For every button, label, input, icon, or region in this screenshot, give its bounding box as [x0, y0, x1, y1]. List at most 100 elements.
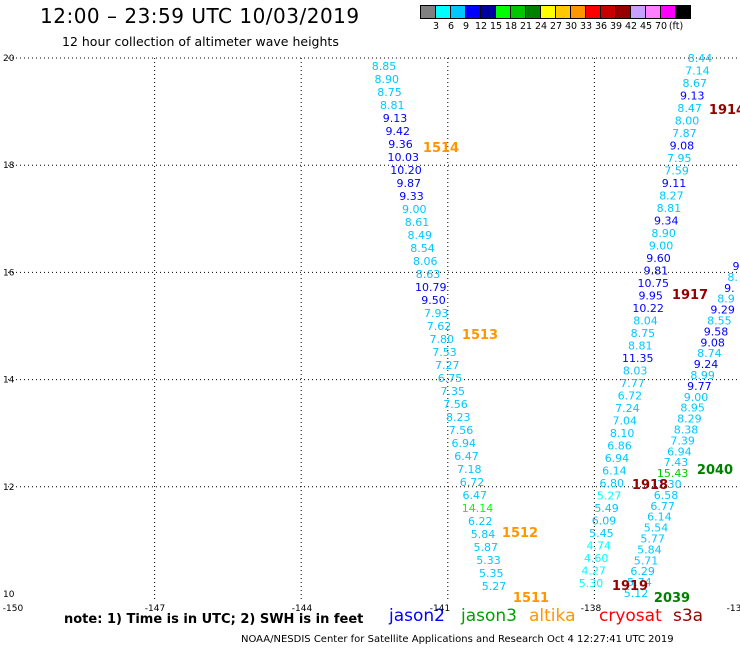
wave-height-value: 6.86 — [607, 440, 632, 453]
colorbar-label: 42 — [624, 21, 638, 32]
wave-height-value: 8.47 — [677, 102, 702, 115]
wave-height-value: 6.72 — [618, 390, 643, 403]
wave-height-value: 6.22 — [468, 515, 493, 528]
wave-height-value: 10.03 — [388, 151, 420, 164]
legend-cryosat: cryosat — [599, 606, 662, 626]
colorbar-label: 45 — [639, 21, 653, 32]
wave-height-value: 6.29 — [630, 565, 655, 578]
wave-height-value: 9.60 — [646, 252, 671, 265]
pass-label: 1512 — [502, 526, 538, 541]
wave-height-value: 7.27 — [435, 359, 460, 372]
wave-height-value: 4.74 — [587, 540, 612, 553]
wave-height-value: 8.9 — [717, 293, 735, 306]
wave-height-value: 7.56 — [449, 424, 474, 437]
wave-height-value: 8.81 — [380, 99, 405, 112]
wave-height-value: 9.13 — [383, 112, 408, 125]
legend-s3a: s3a — [673, 606, 704, 626]
colorbar-swatch — [675, 5, 691, 19]
wave-height-value: 9.11 — [662, 177, 687, 190]
wave-height-value: 8.90 — [375, 73, 400, 86]
wave-height-value: 7.93 — [424, 307, 449, 320]
wave-height-value: 9.77 — [687, 380, 712, 393]
footer-credit: NOAA/NESDIS Center for Satellite Applica… — [241, 634, 674, 645]
pass-label: 1513 — [462, 328, 498, 343]
pass-label: 1914 — [709, 103, 740, 118]
x-tick-label: -150 — [3, 604, 24, 614]
wave-height-value: 8.00 — [675, 115, 700, 128]
wave-height-value: 7.14 — [685, 65, 710, 78]
wave-height-value: 8.61 — [405, 216, 430, 229]
wave-height-value: 10.20 — [390, 164, 422, 177]
wave-height-value: 10.22 — [632, 302, 664, 315]
wave-height-value: 5.12 — [624, 587, 649, 600]
wave-height-value: 6.94 — [605, 452, 630, 465]
wave-height-value: 7.77 — [620, 377, 645, 390]
wave-height-value: 8.10 — [610, 427, 635, 440]
wave-height-value: 8.67 — [683, 77, 708, 90]
pass-label: 1511 — [513, 591, 549, 606]
wave-height-value: 6.94 — [667, 445, 692, 458]
wave-height-value: 9.50 — [421, 294, 446, 307]
wave-height-value: 10.75 — [638, 277, 670, 290]
wave-height-value: 4.60 — [584, 552, 609, 565]
wave-height-value: 9.08 — [700, 336, 725, 349]
wave-height-value: 9.29 — [710, 304, 735, 317]
pass-labels: 1514 1513 1512 1511 1914 1917 1918 1919 2040 2039 — [423, 103, 740, 606]
colorbar-label: 33 — [579, 21, 593, 32]
wave-height-value: 8.55 — [707, 315, 732, 328]
wave-height-value: 5.45 — [589, 527, 614, 540]
wave-height-value: 5.74 — [627, 576, 652, 589]
wave-height-value: 9.58 — [704, 325, 729, 338]
wave-height-value: 6.58 — [654, 489, 679, 502]
wave-height-value: 7.18 — [457, 463, 482, 476]
wave-height-value: 9.00 — [402, 203, 427, 216]
wave-height-value: 6.80 — [600, 477, 625, 490]
pass-label: 1918 — [632, 478, 668, 493]
colorbar-label: 39 — [609, 21, 623, 32]
wave-height-value: 9.24 — [694, 358, 719, 371]
pass-label: 2040 — [697, 463, 733, 478]
wave-height-value: 5.30 — [579, 577, 604, 590]
wave-height-value: 7.53 — [432, 346, 457, 359]
pass-label: 1919 — [612, 579, 648, 594]
x-tick-label: -138 — [581, 604, 602, 614]
wave-height-value: 15.43 — [657, 467, 689, 480]
wave-height-value: 8.06 — [413, 255, 438, 268]
wave-height-value: 5.27 — [482, 580, 507, 593]
wave-height-value: 9.33 — [399, 190, 424, 203]
wave-height-value: 7.35 — [441, 385, 466, 398]
x-tick-label: -141 — [430, 604, 450, 614]
colorbar-label: 27 — [549, 21, 563, 32]
wave-height-value: 8.81 — [628, 340, 653, 353]
wave-height-value: 7.30 — [657, 478, 682, 491]
wave-height-value: 8. — [727, 271, 738, 284]
wave-height-value: 7.62 — [427, 320, 452, 333]
wave-height-value: 5.27 — [597, 490, 622, 503]
colorbar-label: 30 — [564, 21, 578, 32]
colorbar-label: 18 — [504, 21, 518, 32]
wave-height-value: 9. — [724, 282, 735, 295]
y-tick-label: 20 — [3, 54, 15, 64]
wave-height-value: 8.27 — [659, 190, 684, 203]
wave-height-value: 9.13 — [680, 90, 705, 103]
wave-height-value: 7.95 — [667, 152, 692, 165]
wave-height-value: 8.90 — [651, 227, 676, 240]
wave-height-value: 7.59 — [664, 165, 689, 178]
colorbar-label: 9 — [462, 21, 470, 32]
wave-height-value: 11.35 — [622, 352, 654, 365]
wave-height-value: 8.99 — [690, 369, 715, 382]
legend-jason2: jason2 — [389, 606, 445, 626]
colorbar-label: 70 — [654, 21, 668, 32]
wave-height-value: 8.23 — [446, 411, 471, 424]
wave-height-value: 9.34 — [654, 215, 679, 228]
colorbar-label: 21 — [519, 21, 533, 32]
colorbar-label: 12 — [474, 21, 488, 32]
wave-height-value: 10.79 — [415, 281, 447, 294]
wave-height-value: 9.00 — [684, 391, 709, 404]
wave-height-value: 8.75 — [377, 86, 402, 99]
y-tick-label: 18 — [3, 161, 15, 171]
legend-jason3: jason3 — [461, 606, 517, 626]
wave-height-value: 8.85 — [372, 60, 397, 73]
wave-height-value: 9.81 — [644, 265, 669, 278]
